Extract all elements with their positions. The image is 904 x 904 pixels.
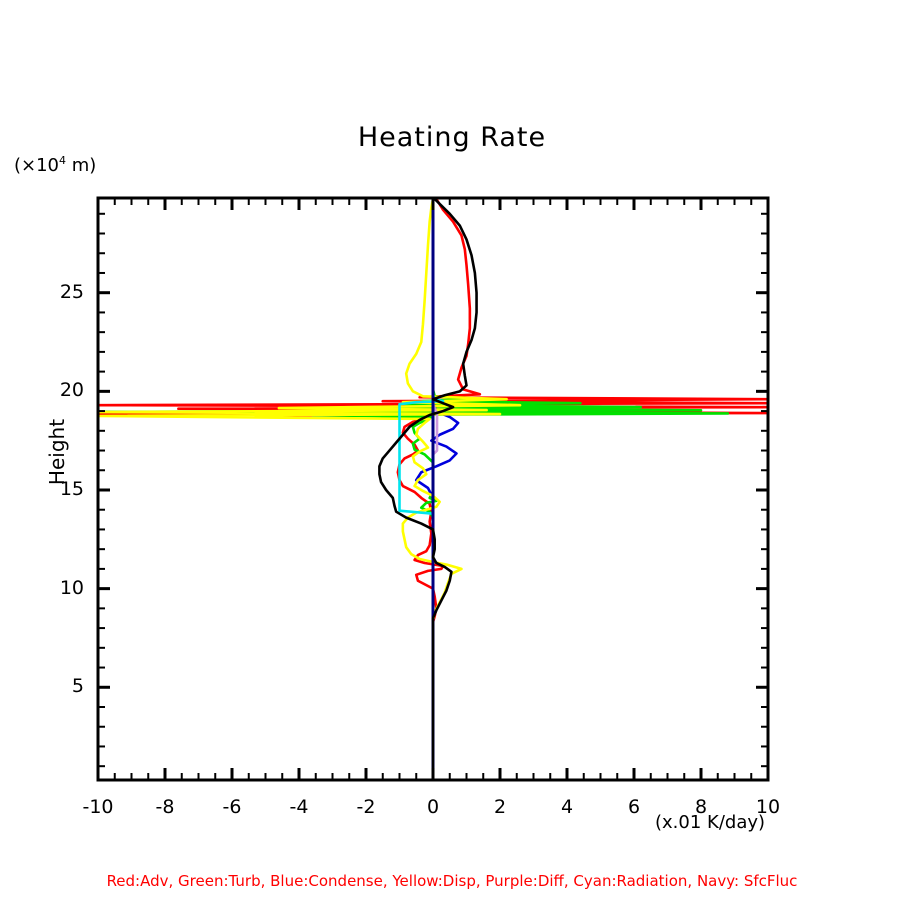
x-tick-label: 10 xyxy=(755,796,781,818)
x-tick-label: 2 xyxy=(493,796,507,818)
series-disp xyxy=(96,197,522,782)
y-tick-label: 25 xyxy=(59,280,84,303)
x-tick-label: 8 xyxy=(694,796,708,818)
x-tick-label: -8 xyxy=(155,796,175,818)
y-axis-unit-suffix: m) xyxy=(66,155,97,176)
x-tick-label: 0 xyxy=(426,796,440,818)
series-turb xyxy=(96,197,730,782)
x-tick-label: 4 xyxy=(560,796,574,818)
x-tick-label: -2 xyxy=(356,796,376,818)
y-tick-label: 20 xyxy=(59,379,84,402)
y-tick-label: 10 xyxy=(59,576,84,599)
series-layer xyxy=(96,197,770,782)
legend: Red:Adv, Green:Turb, Blue:Condense, Yell… xyxy=(106,872,798,890)
series-total xyxy=(378,197,478,782)
x-tick-label: -10 xyxy=(82,796,114,818)
x-tick-label: -4 xyxy=(289,796,309,818)
x-tick-label: -6 xyxy=(222,796,242,818)
y-axis-unit-prefix: (×10 xyxy=(14,155,60,176)
y-axis-unit-label: (×104 m) xyxy=(14,154,96,176)
x-axis-unit-label: (x.01 K/day) xyxy=(655,812,766,833)
x-tick-label: 6 xyxy=(627,796,641,818)
y-tick-label: 5 xyxy=(71,675,84,698)
y-axis-unit-exponent: 4 xyxy=(59,154,67,167)
y-tick-label: 15 xyxy=(59,477,84,500)
axes-frame-layer xyxy=(96,196,770,782)
page-title: Heating Rate xyxy=(357,122,547,153)
